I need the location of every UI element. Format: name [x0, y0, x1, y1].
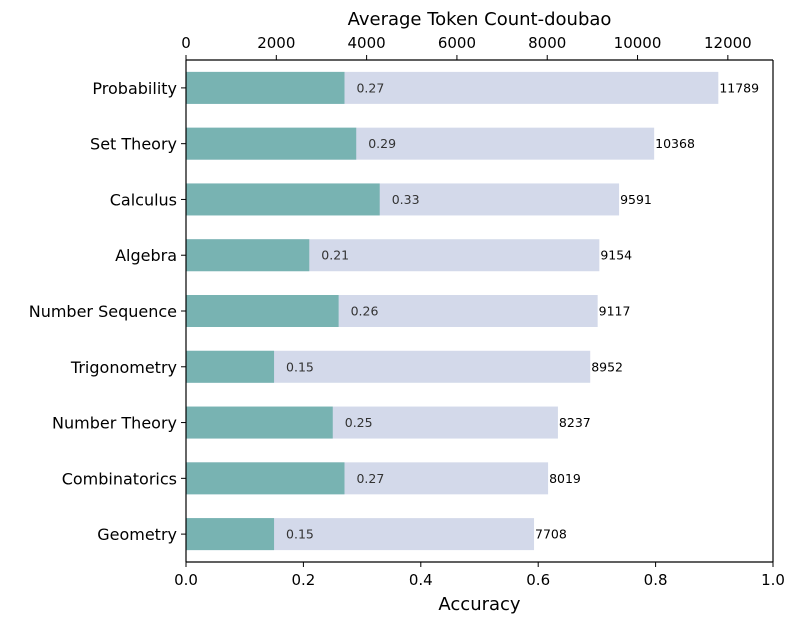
accuracy-value-label: 0.27 — [356, 471, 384, 486]
accuracy-value-label: 0.33 — [392, 192, 420, 207]
accuracy-bar — [186, 295, 339, 327]
top-tick-label: 12000 — [704, 34, 752, 52]
category-label: Number Sequence — [29, 302, 177, 321]
category-label: Calculus — [110, 190, 177, 209]
axes-group: Probability Set Theory Calculus Algebra Numb… — [29, 34, 785, 589]
accuracy-value-label: 0.15 — [286, 527, 314, 542]
bottom-axis-title: Accuracy — [438, 594, 521, 615]
accuracy-value-label: 0.26 — [351, 304, 379, 319]
category-label: Probability — [92, 79, 177, 98]
token-value-label: 9154 — [600, 248, 632, 263]
bottom-tick-label: 0.0 — [174, 571, 198, 589]
token-value-label: 11789 — [719, 80, 759, 95]
top-tick-label: 10000 — [614, 34, 662, 52]
bottom-tick-label: 0.6 — [526, 571, 550, 589]
accuracy-bar — [186, 71, 345, 104]
accuracy-value-label: 0.29 — [368, 136, 396, 151]
top-tick-label: 2000 — [257, 34, 295, 52]
bottom-tick-label: 0.2 — [291, 571, 315, 589]
token-value-label: 9117 — [599, 304, 631, 319]
labels-group: 0.27 11789 0.29 10368 0.33 9591 0.21 9154 0.26 91… — [286, 80, 759, 541]
category-label: Set Theory — [90, 135, 177, 154]
accuracy-value-label: 0.25 — [345, 415, 373, 430]
accuracy-bar — [186, 127, 357, 160]
bottom-tick-label: 1.0 — [761, 571, 785, 589]
accuracy-bar — [186, 462, 345, 495]
category-label: Geometry — [97, 525, 177, 544]
top-tick-label: 0 — [181, 34, 191, 52]
accuracy-value-label: 0.27 — [356, 80, 384, 95]
token-value-label: 8019 — [549, 471, 581, 486]
accuracy-value-label: 0.15 — [286, 359, 314, 374]
category-label: Combinatorics — [62, 469, 177, 488]
accuracy-bar — [186, 183, 380, 216]
token-value-label: 8952 — [591, 359, 623, 374]
token-value-label: 8237 — [559, 415, 591, 430]
token-value-label: 7708 — [535, 527, 567, 542]
category-label: Trigonometry — [70, 358, 177, 377]
accuracy-bar — [186, 239, 310, 272]
token-value-label: 9591 — [620, 192, 652, 207]
top-tick-label: 4000 — [348, 34, 386, 52]
top-tick-label: 6000 — [438, 34, 476, 52]
bottom-tick-label: 0.4 — [409, 571, 433, 589]
bottom-tick-label: 0.8 — [644, 571, 668, 589]
category-label: Number Theory — [52, 414, 177, 433]
accuracy-bar — [186, 350, 275, 383]
accuracy-bar — [186, 518, 275, 551]
token-value-label: 10368 — [655, 136, 695, 151]
top-tick-label: 8000 — [528, 34, 566, 52]
top-axis-title: Average Token Count-doubao — [348, 9, 612, 30]
accuracy-bar — [186, 406, 333, 439]
accuracy-value-label: 0.21 — [321, 248, 349, 263]
category-label: Algebra — [115, 246, 177, 265]
bars-group — [186, 71, 719, 551]
